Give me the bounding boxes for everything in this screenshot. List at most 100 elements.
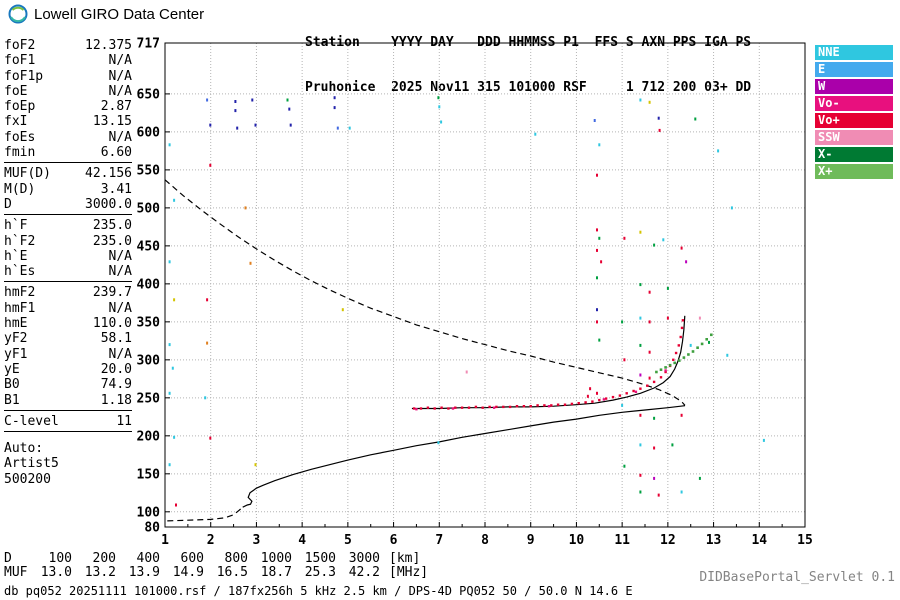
status-line: db pq052 20251111 101000.rsf / 187fx256h… [4,584,633,598]
svg-text:500: 500 [137,201,161,216]
brand-header: Lowell GIRO Data Center [8,4,204,24]
parameter-name: D [4,196,12,212]
parameter-row: D 3000.0 [4,197,132,212]
parameter-name: h`F2 [4,233,36,249]
parameter-group: C-level 11 [4,413,132,433]
parameter-row: M(D) 3.41 [4,182,132,197]
parameter-name: h`E [4,248,28,264]
svg-text:13: 13 [706,533,722,548]
svg-text:100: 100 [137,505,161,520]
muf-table: D 100 200 400 600 800 1000 1500 3000 [km] MUF 13.0… [4,552,428,580]
parameter-row: fxI 13.15 [4,114,132,129]
muf-row: MUF 13.0 13.2 13.9 14.9 16.5 18.7 25.3 42.2 [MHz] [4,566,428,580]
legend-item-nne: NNE [815,45,893,60]
table-cell: 600 [180,551,204,566]
table-cell: 16.5 [216,565,248,580]
table-cell: 18.7 [260,565,292,580]
servlet-version: DIDBasePortal_Servlet 0.1 [699,570,895,585]
svg-text:80: 80 [144,521,160,536]
series-topside-profile [164,179,686,406]
parameter-row: yE 20.0 [4,362,132,377]
svg-text:300: 300 [137,353,161,368]
parameter-group: MUF(D) 42.156 M(D) 3.41 D 3000.0 [4,166,132,216]
parameter-value: 20.0 [100,361,132,377]
table-cell: 25.3 [304,565,336,580]
parameter-value: N/A [108,248,132,264]
parameter-name: foEs [4,129,36,145]
axis-labels: 1 2 3 4 5 6 7 8 9 10 11 12 13 14 158010015020025030035… [137,37,813,549]
parameter-name: yF2 [4,331,28,347]
svg-text:650: 650 [137,87,161,102]
parameter-name: foF1p [4,68,44,84]
auto-version: 500200 [4,471,51,487]
svg-text:200: 200 [137,429,161,444]
muf-row-label: MUF [4,565,28,580]
grid [165,43,805,527]
svg-text:717: 717 [137,37,160,52]
parameter-row: foE N/A [4,84,132,99]
parameter-row: hmF1 N/A [4,301,132,316]
parameter-value: 110.0 [92,316,132,332]
parameter-value: 235.0 [92,233,132,249]
parameter-value: N/A [108,68,132,84]
svg-text:6: 6 [390,533,398,548]
parameter-value: 6.60 [100,145,132,161]
parameter-value: N/A [108,53,132,69]
series-true-height-profile [242,405,686,508]
legend-item-vo+: Vo+ [815,113,893,128]
parameter-name: yF1 [4,346,28,362]
svg-text:7: 7 [435,533,443,548]
parameter-name: hmF1 [4,300,36,316]
parameter-name: hmE [4,316,28,332]
svg-text:11: 11 [614,533,630,548]
series-otrace-echoes-vo-minus [415,369,667,411]
series-subpeak-extrapolation [167,506,244,522]
parameter-group: h`F 235.0 h`F2 235.0 h`E N/A h`Es N/A [4,218,132,283]
parameter-name: fmin [4,145,36,161]
parameter-group: foF2 12.375 foF1 N/A foF1p N/A foE N/A foEp 2.87 f… [4,38,132,164]
station-header-line2: Pruhonice 2025 Nov11 315 101000 RSF 1 71… [305,80,752,95]
muf-values: 13.0 13.2 13.9 14.9 16.5 18.7 25.3 42.2 [28,565,380,580]
svg-text:8: 8 [481,533,489,548]
d-values: 100 200 400 600 800 1000 1500 3000 [28,551,380,566]
parameter-row: B1 1.18 [4,393,132,408]
svg-text:600: 600 [137,125,161,140]
parameter-name: B1 [4,392,20,408]
table-cell: 400 [136,551,160,566]
auto-label: Auto: [4,441,44,457]
parameter-row: foEs N/A [4,130,132,145]
legend-item-x+: X+ [815,164,893,179]
parameter-name: M(D) [4,181,36,197]
parameter-row: foF1 N/A [4,53,132,68]
svg-text:150: 150 [137,467,161,482]
parameter-row: hmF2 239.7 [4,285,132,300]
svg-text:550: 550 [137,163,161,178]
table-cell: 14.9 [172,565,204,580]
axis-ticks [164,42,806,528]
svg-text:10: 10 [569,533,585,548]
giro-logo-icon [8,4,28,24]
parameter-value: 11 [116,413,132,429]
svg-text:9: 9 [527,533,535,548]
parameter-value: N/A [108,346,132,362]
parameter-row: h`Es N/A [4,264,132,279]
parameter-panel: foF2 12.375 foF1 N/A foF1p N/A foE N/A foEp 2.87 f… [4,38,132,487]
table-cell: 42.2 [348,565,380,580]
legend-item-x-: X- [815,147,893,162]
table-cell: 1500 [304,551,336,566]
svg-text:400: 400 [137,277,161,292]
parameter-name: foEp [4,99,36,115]
parameter-name: foE [4,83,28,99]
parameter-name: B0 [4,377,20,393]
parameter-name: foF1 [4,53,36,69]
legend-item-vo-: Vo- [815,96,893,111]
table-cell: 3000 [348,551,380,566]
parameter-group: hmF2 239.7 hmF1 N/A hmE 110.0 yF2 58.1 yF1 N/A yE 2… [4,285,132,411]
svg-text:4: 4 [298,533,306,548]
station-header: Station YYYY DAY DDD HHMMSS P1 FFS S AXN… [305,5,751,110]
ionogram-plot: 1 2 3 4 5 6 7 8 9 10 11 12 13 14 158010015020025030035… [137,37,813,549]
auto-scaling-block: Auto: Artist5 500200 [4,441,132,487]
parameter-row: h`F2 235.0 [4,234,132,249]
legend-item-ssw: SSW [815,130,893,145]
series-noise-echoes [168,96,765,507]
